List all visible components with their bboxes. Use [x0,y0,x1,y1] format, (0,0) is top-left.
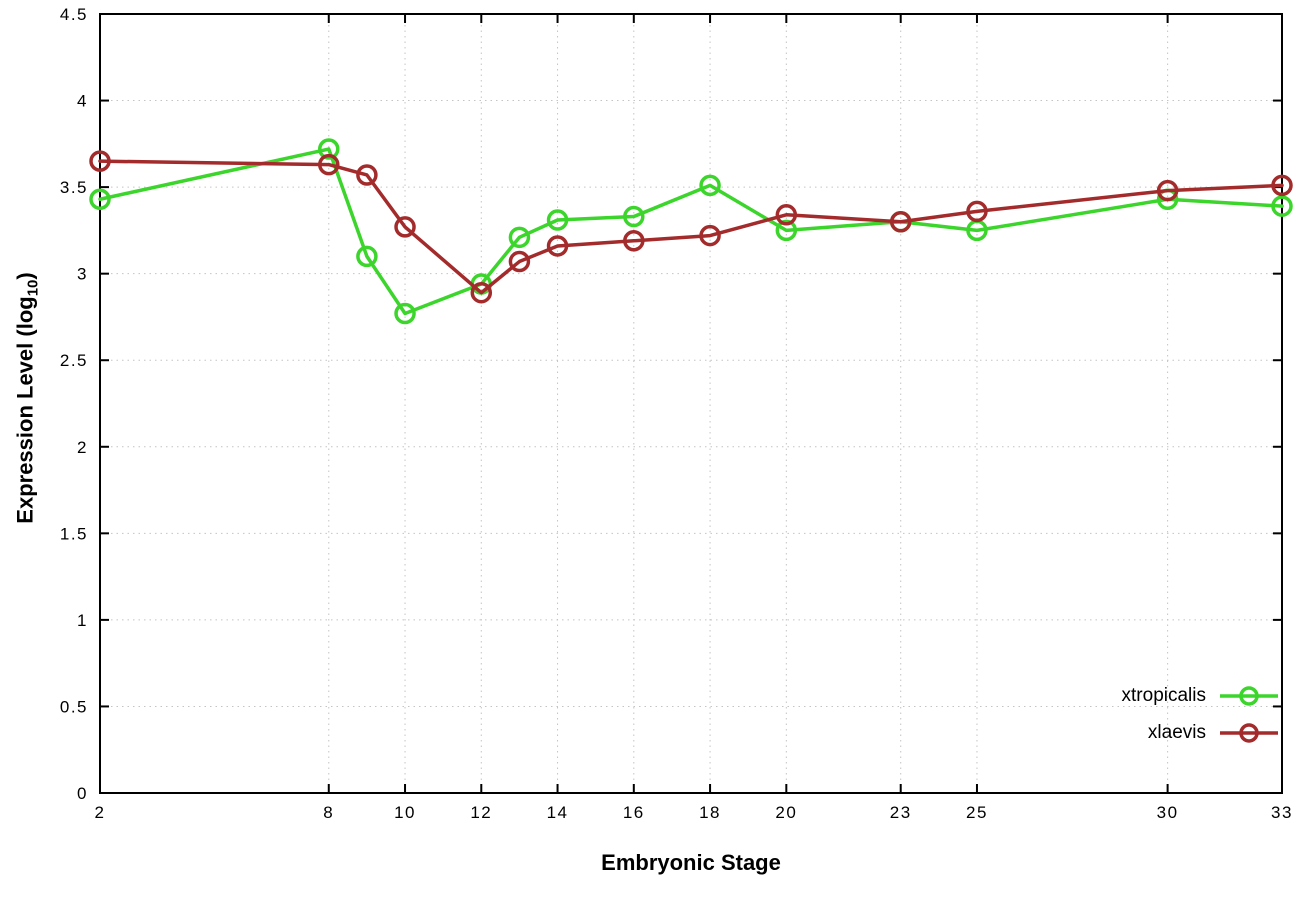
y-tick-label: 1 [77,611,88,630]
legend: xtropicalis xlaevis [1122,684,1280,745]
y-axis-label: Expression Level (log10) [12,272,41,523]
x-axis-label: Embryonic Stage [601,850,781,875]
data-point-xlaevis [470,281,493,304]
x-tick-label: 23 [890,803,912,822]
data-point-xtropicalis [356,245,378,268]
x-tick-label: 25 [966,803,988,822]
data-point-xlaevis [508,250,531,273]
data-point-xlaevis [889,210,912,233]
data-point-xlaevis [775,204,798,226]
y-tick-label: 3.5 [60,178,88,197]
data-point-xlaevis [966,200,988,223]
data-point-xlaevis [1156,179,1179,202]
legend-marker-icon [1220,686,1278,706]
x-tick-label: 30 [1157,803,1179,822]
data-point-xlaevis [623,230,645,252]
y-axis-label-sub: 10 [24,279,42,297]
y-tick-label: 4.5 [60,5,88,24]
y-axis-label-main: Expression Level (log [12,296,38,524]
data-point-xtropicalis [318,138,340,160]
legend-marker-icon [1220,723,1278,743]
series-line-xtropicalis [98,147,1284,316]
data-point-xtropicalis [775,219,798,242]
legend-item: xtropicalis [1122,684,1280,708]
x-tick-label: 10 [394,803,416,822]
data-point-xlaevis [356,164,378,186]
data-point-xtropicalis [546,209,569,231]
x-tick-label: 2 [95,803,106,822]
y-tick-label: 2.5 [60,351,88,370]
y-tick-label: 0 [77,784,88,803]
data-point-xlaevis [546,235,569,257]
y-tick-label: 3 [77,265,88,284]
legend-label: xtropicalis [1121,685,1206,706]
data-point-xlaevis [394,216,416,238]
data-point-xtropicalis [508,226,531,249]
y-tick-label: 1.5 [60,524,88,543]
x-tick-label: 8 [323,803,334,822]
x-tick-label: 16 [623,803,645,822]
y-tick-label: 0.5 [60,697,88,716]
data-point-xtropicalis [1271,195,1293,217]
y-tick-label: 2 [77,438,88,457]
legend-item: xlaevis [1148,721,1280,745]
data-point-xtropicalis [89,188,111,210]
x-tick-label: 12 [470,803,492,822]
data-point-xtropicalis [699,174,721,197]
data-point-xlaevis [699,224,721,247]
data-point-xlaevis [1271,174,1293,197]
x-tick-label: 33 [1271,803,1293,822]
legend-label: xlaevis [1147,722,1206,743]
plot-border [99,13,1283,794]
data-point-xlaevis [318,153,340,176]
data-point-xtropicalis [623,205,645,228]
data-point-xlaevis [89,150,111,172]
x-tick-label: 20 [775,803,797,822]
y-tick-label: 4 [77,92,88,111]
x-tick-label: 18 [699,803,721,822]
y-axis-label-end: ) [12,272,38,280]
x-tick-label: 14 [547,803,569,822]
data-point-xtropicalis [394,302,416,325]
